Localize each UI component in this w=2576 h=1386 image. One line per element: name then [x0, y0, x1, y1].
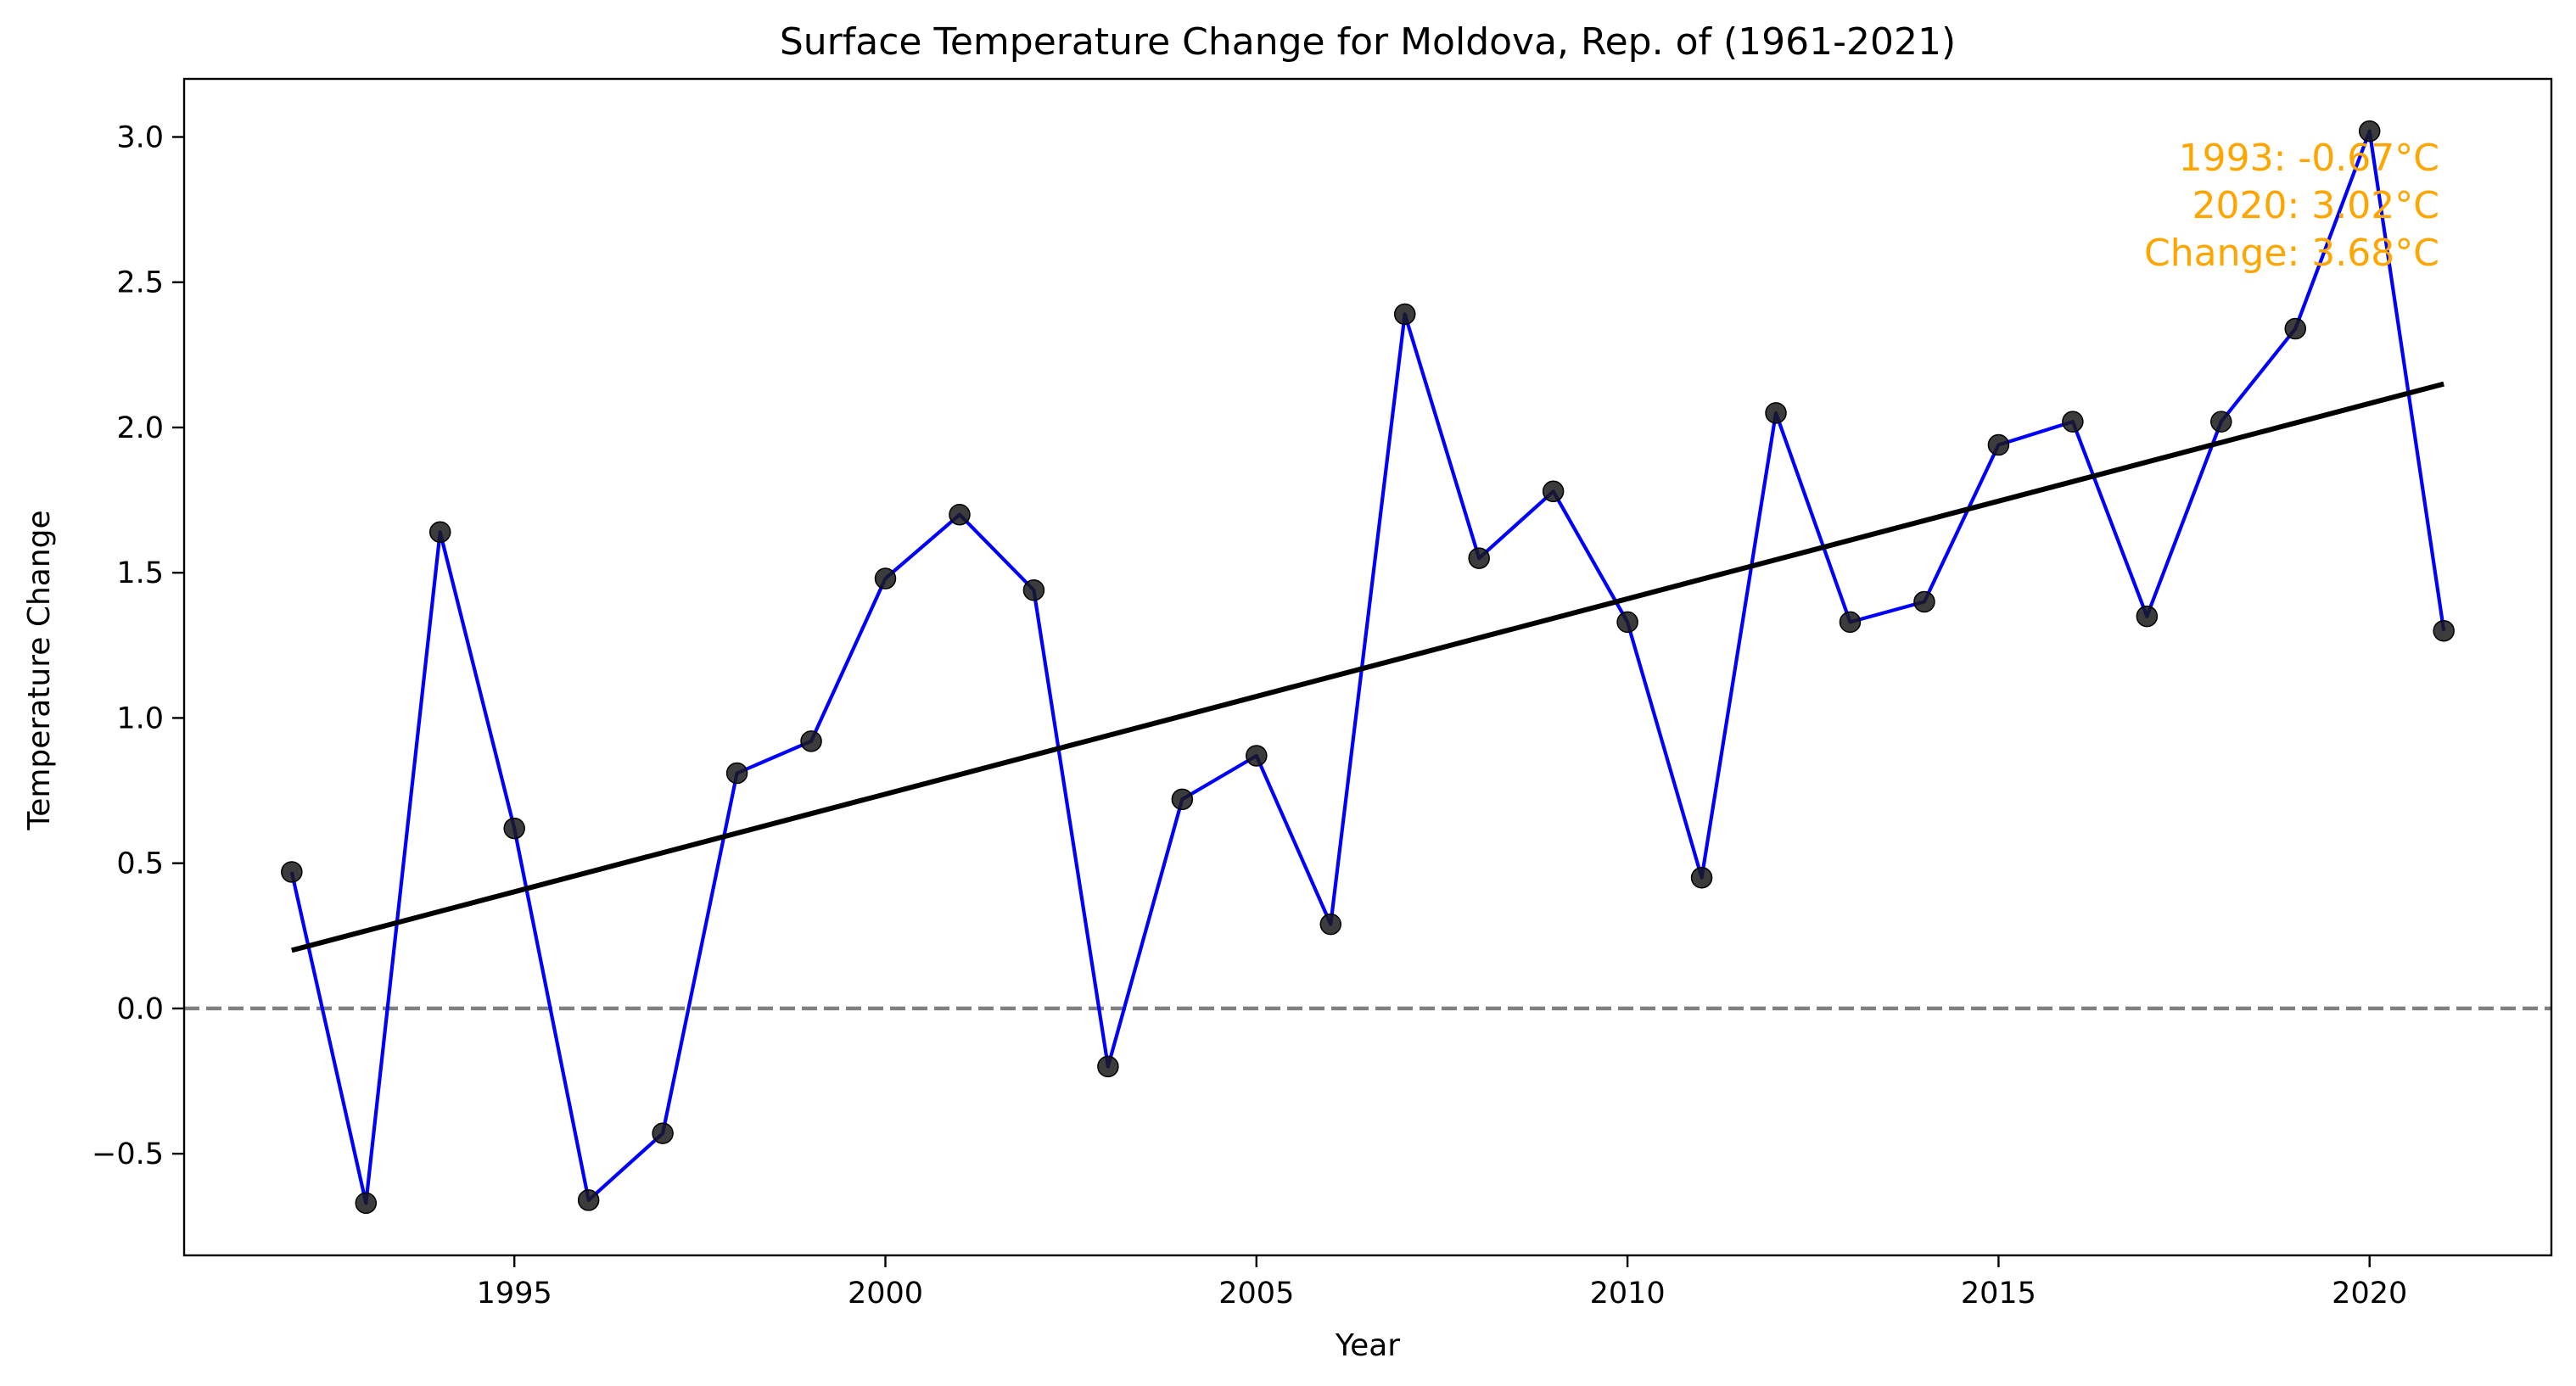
y-tick-label: 2.0	[116, 411, 164, 445]
x-tick-label: 2000	[848, 1277, 923, 1311]
y-tick-label: 3.0	[116, 120, 164, 154]
data-point	[800, 730, 822, 752]
x-axis: 1995 2000 2005 2010 2015 2020	[477, 1255, 2407, 1311]
y-tick-label: 0.0	[116, 992, 164, 1026]
x-tick-label: 2010	[1590, 1277, 1666, 1311]
data-point	[652, 1122, 674, 1144]
data-point	[2062, 411, 2084, 433]
x-tick-label: 2005	[1218, 1277, 1294, 1311]
data-point	[1690, 867, 1713, 889]
data-point	[1542, 480, 1565, 503]
series-line	[289, 129, 2446, 1205]
data-point	[874, 567, 897, 590]
data-point	[428, 521, 451, 544]
y-tick-label: 1.5	[116, 556, 164, 590]
chart-title: Surface Temperature Change for Moldova, …	[780, 20, 1956, 64]
data-point	[949, 503, 971, 526]
annotation-line: 2020: 3.02°C	[2192, 184, 2439, 227]
plot-frame	[182, 77, 2553, 1257]
plot-area	[184, 120, 2551, 1215]
y-axis-label: Temperature Change	[22, 510, 57, 830]
data-point	[1468, 547, 1490, 569]
annotation-line: 1993: -0.67°C	[2179, 137, 2439, 180]
data-point	[577, 1189, 600, 1211]
data-point	[2210, 411, 2232, 433]
y-tick-label: 0.5	[116, 847, 164, 881]
data-point	[355, 1192, 378, 1215]
data-point	[1097, 1055, 1119, 1078]
data-point	[2433, 619, 2455, 642]
data-point	[725, 762, 748, 785]
data-point	[281, 861, 303, 883]
data-point	[1022, 578, 1045, 601]
trend-line	[291, 381, 2444, 953]
data-point	[2358, 120, 2381, 143]
y-tick-label: 2.5	[116, 266, 164, 300]
x-axis-label: Year	[1335, 1328, 1400, 1363]
annotation-line: Change: 3.68°C	[2144, 232, 2439, 275]
data-point	[2284, 317, 2307, 340]
data-point	[2136, 605, 2159, 628]
data-point	[1393, 303, 1416, 326]
data-point	[1839, 611, 1862, 634]
data-point	[1319, 913, 1342, 936]
y-tick-label: 1.0	[116, 701, 164, 735]
data-point	[1246, 745, 1268, 767]
data-point	[1171, 788, 1194, 811]
x-tick-label: 1995	[477, 1277, 552, 1311]
data-point	[1987, 433, 2010, 456]
y-tick-label: −0.5	[92, 1137, 164, 1171]
data-point	[1765, 402, 1787, 424]
data-point	[503, 817, 525, 840]
data-point	[1913, 590, 1935, 613]
x-tick-label: 2015	[1961, 1277, 2036, 1311]
y-axis: −0.5 0.0 0.5 1.0 1.5 2.0 2.5 3.0	[92, 120, 184, 1171]
x-tick-label: 2020	[2332, 1277, 2407, 1311]
data-point	[1616, 611, 1638, 634]
